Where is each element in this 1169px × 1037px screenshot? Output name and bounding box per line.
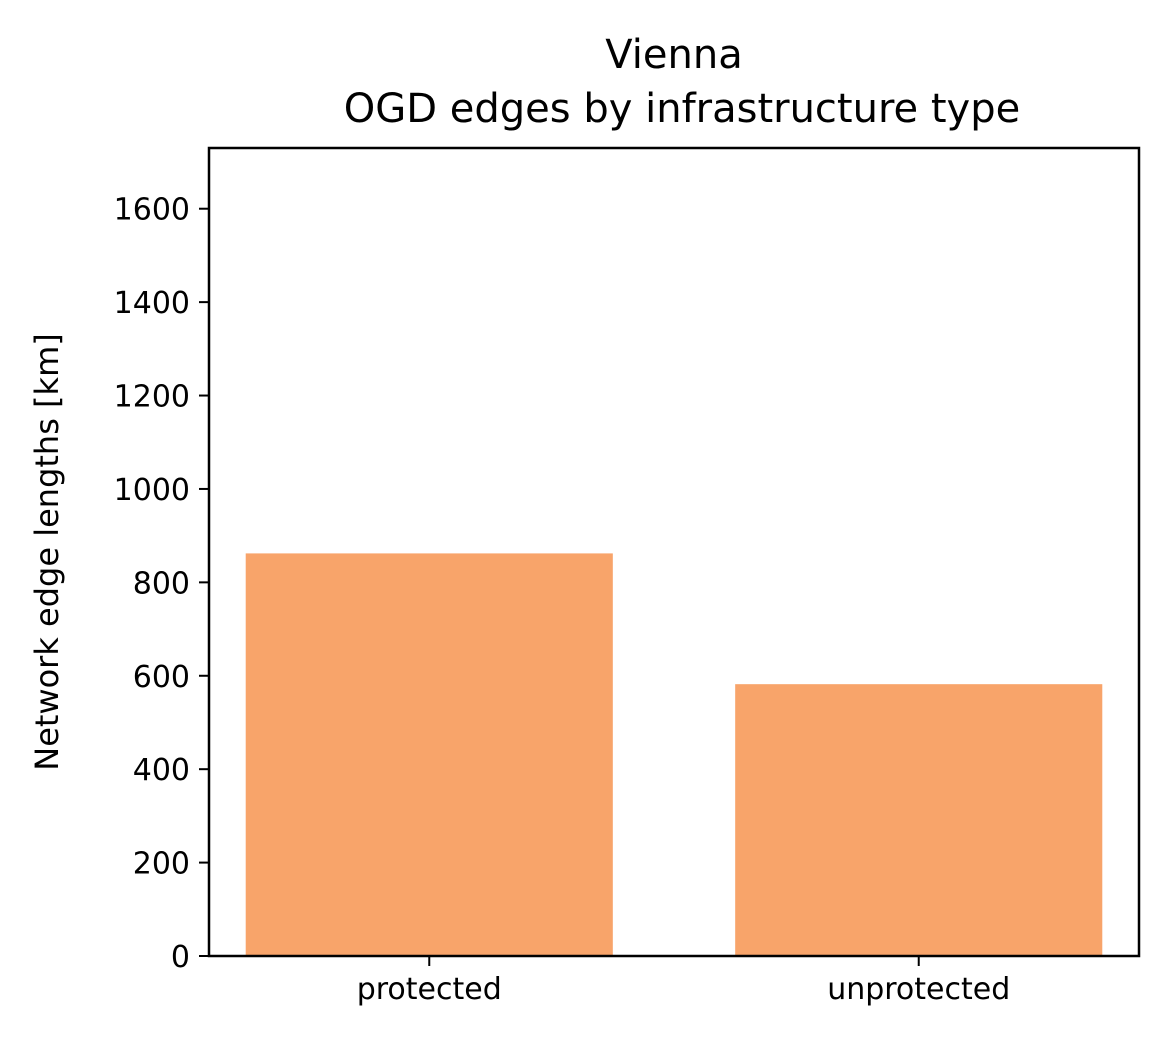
y-tick-label: 0 xyxy=(171,940,190,975)
y-tick-label: 800 xyxy=(133,566,190,601)
bar-protected xyxy=(245,553,613,956)
y-axis-label: Network edge lengths [km] xyxy=(28,333,66,770)
bars-group xyxy=(245,553,1103,956)
y-tick-label: 1000 xyxy=(114,473,190,508)
y-tick-label: 1600 xyxy=(114,193,190,228)
x-axis-ticks: protected unprotected xyxy=(357,956,1010,1007)
chart-title-line-2: OGD edges by infrastructure type xyxy=(344,86,1020,132)
y-tick-label: 200 xyxy=(133,847,190,882)
y-axis-ticks: 0 200 400 600 800 1000 1200 1400 1600 xyxy=(114,193,209,975)
x-tick-label: unprotected xyxy=(827,972,1010,1007)
bar-unprotected xyxy=(735,684,1103,956)
x-tick-label: protected xyxy=(357,972,502,1007)
y-tick-label: 600 xyxy=(133,660,190,695)
y-tick-label: 400 xyxy=(133,753,190,788)
chart-title-line-1: Vienna xyxy=(605,32,742,78)
y-tick-label: 1400 xyxy=(114,286,190,321)
plot-frame xyxy=(207,146,1141,958)
y-tick-label: 1200 xyxy=(114,380,190,415)
